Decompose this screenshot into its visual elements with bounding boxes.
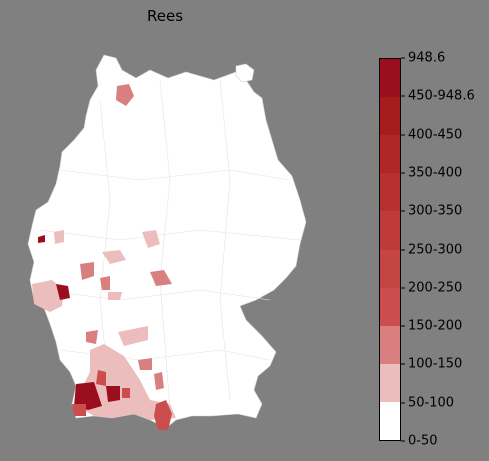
colorbar-ticks: 0-50 50-100 100-150 150-200 200-250 250-… [401, 51, 489, 449]
colorbar-segment [380, 135, 400, 174]
colorbar-segment [380, 325, 400, 364]
district-west-small [38, 235, 45, 243]
colorbar-tick: 450-948.6 [401, 89, 475, 104]
map-title: Rees [146, 7, 184, 25]
germany-outline [27, 54, 307, 429]
district-south-dark-2 [106, 386, 120, 402]
colorbar-tick: 350-400 [401, 165, 462, 180]
baltic-island [235, 63, 255, 83]
district-north [116, 84, 134, 106]
colorbar-tick: 300-350 [401, 204, 462, 219]
colorbar-tick-label: 948.6 [408, 50, 446, 66]
colorbar-tick-label: 150-200 [408, 318, 463, 334]
colorbar-tick: 400-450 [401, 127, 462, 142]
colorbar-segment [380, 173, 400, 212]
colorbar-tick: 200-250 [401, 280, 462, 295]
district-south-medium-2 [72, 404, 86, 416]
district-medium-5 [138, 358, 152, 370]
colorbar-tick-label: 400-450 [408, 127, 463, 143]
district-medium-1 [80, 262, 94, 280]
district-light-band [118, 326, 148, 346]
colorbar-segment [380, 97, 400, 136]
germany-map [27, 54, 307, 430]
district-medium-2 [150, 270, 172, 286]
colorbar-tick: 250-300 [401, 242, 462, 257]
colorbar-tick-label: 0-50 [408, 433, 438, 449]
district-south-medium-3 [122, 388, 130, 398]
colorbar-tick: 0-50 [401, 434, 438, 449]
highlighted-districts [32, 84, 176, 430]
district-south-dark-1 [74, 382, 102, 410]
colorbar-segment [380, 249, 400, 288]
colorbar-segment [380, 401, 400, 440]
colorbar-tick-label: 450-948.6 [408, 88, 475, 104]
district-south-medium [96, 370, 106, 386]
district-medium-3 [100, 276, 110, 290]
colorbar-tick-label: 200-250 [408, 280, 463, 296]
colorbar-segment [380, 59, 400, 98]
district-medium-6 [154, 372, 164, 390]
colorbar-tick-label: 350-400 [408, 165, 463, 181]
district-west-light [54, 230, 64, 244]
colorbar-segment [380, 211, 400, 250]
colorbar-segment [380, 287, 400, 326]
colorbar-tick: 100-150 [401, 357, 462, 372]
colorbar-tick: 150-200 [401, 319, 462, 334]
district-light-center [108, 292, 122, 300]
district-medium-4 [86, 330, 98, 344]
colorbar-tick-label: 300-350 [408, 203, 463, 219]
colorbar-segment [380, 363, 400, 402]
district-south-west-dark [56, 284, 70, 300]
colorbar-tick-label: 250-300 [408, 242, 463, 257]
colorbar [379, 58, 401, 441]
colorbar-tick: 50-100 [401, 395, 454, 410]
district-south-east-dark [154, 400, 172, 430]
colorbar-tick-label: 50-100 [408, 395, 455, 411]
district-south-light-big [80, 344, 176, 420]
district-south-west-light [32, 280, 64, 312]
colorbar-tick: 948.6 [401, 51, 445, 66]
district-central-light [142, 230, 160, 248]
district-central-light-2 [102, 250, 126, 264]
colorbar-tick-label: 100-150 [408, 356, 463, 372]
